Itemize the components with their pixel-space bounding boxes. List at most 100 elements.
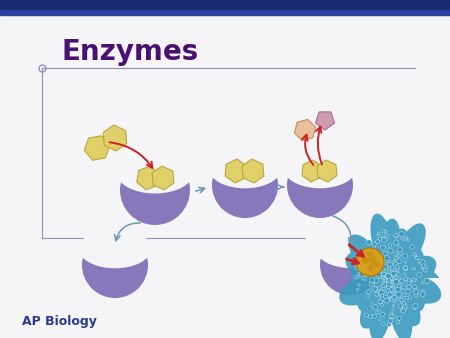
Circle shape [400,298,404,302]
Circle shape [385,262,390,268]
Circle shape [390,271,394,275]
Circle shape [405,296,409,299]
Circle shape [382,236,385,239]
Circle shape [369,265,373,269]
Circle shape [387,279,390,282]
Circle shape [377,232,380,235]
Circle shape [370,256,375,261]
Circle shape [383,236,388,241]
Text: AP Biology: AP Biology [22,315,97,329]
Circle shape [381,267,386,272]
Circle shape [396,259,401,264]
Circle shape [366,266,368,268]
Circle shape [413,304,418,309]
Circle shape [387,262,392,267]
Circle shape [414,279,417,281]
Circle shape [407,280,412,284]
Circle shape [362,255,365,258]
Circle shape [82,232,148,298]
Circle shape [394,277,396,280]
Circle shape [390,279,392,281]
Circle shape [383,277,387,280]
Circle shape [366,240,372,245]
Circle shape [374,273,378,277]
Circle shape [354,276,357,279]
Circle shape [357,275,360,278]
Circle shape [382,238,386,242]
Ellipse shape [317,232,383,268]
Circle shape [420,292,425,296]
Circle shape [381,304,383,306]
Circle shape [404,277,408,281]
Circle shape [382,297,386,301]
Circle shape [401,287,404,289]
Ellipse shape [79,229,151,268]
Circle shape [402,301,405,305]
Circle shape [414,268,416,270]
Circle shape [375,292,378,296]
Circle shape [413,285,417,289]
Circle shape [120,155,190,225]
Circle shape [401,309,405,313]
Circle shape [389,277,391,279]
Circle shape [391,266,394,269]
Circle shape [396,267,399,270]
Circle shape [387,278,390,281]
Circle shape [417,272,422,277]
Circle shape [387,282,391,286]
Circle shape [387,285,391,289]
Circle shape [398,247,402,252]
Circle shape [400,280,403,283]
Circle shape [410,245,414,249]
Circle shape [388,269,394,274]
Circle shape [423,269,427,272]
Circle shape [365,269,369,273]
Circle shape [373,305,378,309]
Circle shape [287,152,353,218]
Circle shape [386,276,389,280]
Circle shape [362,275,367,281]
Circle shape [390,273,395,278]
Circle shape [394,257,398,261]
Circle shape [378,234,381,237]
Circle shape [378,318,381,321]
Circle shape [374,247,376,249]
Polygon shape [294,119,315,141]
Circle shape [382,281,386,284]
Circle shape [407,285,411,289]
Circle shape [362,257,368,263]
Circle shape [400,309,404,312]
Circle shape [405,289,410,294]
Circle shape [386,273,391,279]
Circle shape [378,288,383,293]
Circle shape [395,286,398,290]
Circle shape [395,287,400,293]
Circle shape [379,267,383,272]
Circle shape [398,254,400,257]
Circle shape [385,273,390,278]
Circle shape [396,243,399,246]
Circle shape [379,290,384,295]
Circle shape [382,282,387,288]
Circle shape [392,277,395,280]
Circle shape [396,236,397,238]
Bar [0,10,450,15]
Circle shape [385,234,388,237]
Circle shape [387,284,392,289]
Circle shape [378,299,382,304]
Circle shape [390,276,393,280]
Circle shape [394,283,398,287]
Circle shape [378,237,382,240]
Circle shape [379,273,383,277]
Circle shape [404,266,408,270]
Circle shape [389,261,393,265]
Polygon shape [317,160,337,182]
Circle shape [357,251,363,256]
Circle shape [390,275,392,277]
Circle shape [384,279,387,282]
Circle shape [374,258,378,261]
Circle shape [392,309,394,311]
Circle shape [363,258,367,263]
Circle shape [358,284,360,286]
Circle shape [421,266,424,269]
